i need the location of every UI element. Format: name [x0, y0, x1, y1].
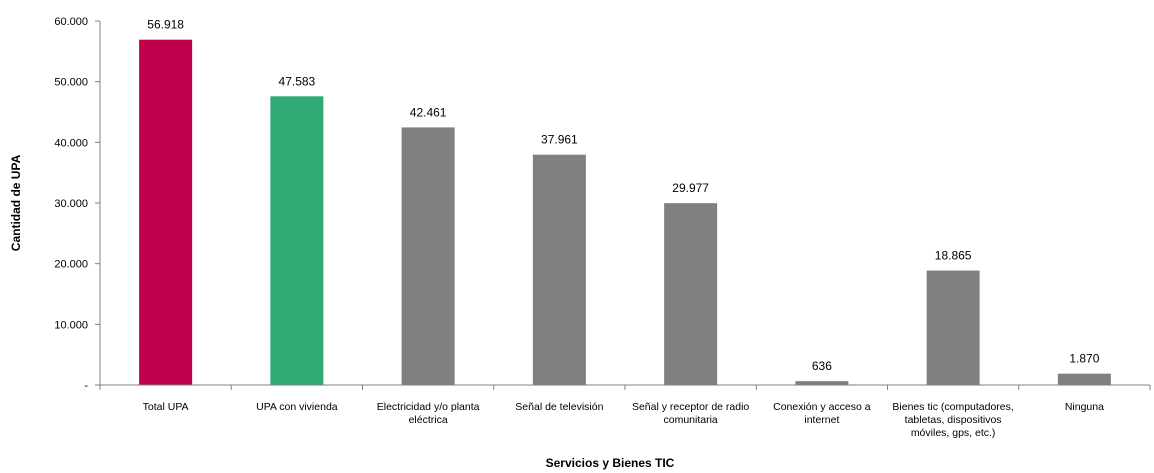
data-label: 18.865 [935, 249, 972, 263]
x-axis-category-labels: Total UPA UPA con vivienda Electricidad y/… [143, 401, 1104, 439]
x-tick-label: Total UPA [143, 401, 189, 413]
y-tick-label: 50.000 [54, 77, 88, 89]
data-label: 37.961 [541, 133, 578, 147]
x-axis-title: Servicios y Bienes TIC [546, 456, 675, 470]
data-label: 42.461 [410, 105, 447, 119]
x-tick-label: Señal y receptor de radio comunitaria [632, 401, 749, 426]
x-tick-label: UPA con vivienda [256, 401, 338, 413]
data-label: 56.918 [147, 18, 184, 32]
bars [139, 39, 1111, 386]
bar [926, 270, 980, 385]
y-axis-ticks: - 10.000 20.000 30.000 40.000 50.000 60.000 [54, 16, 1151, 392]
bar [795, 381, 849, 385]
y-tick-label: 20.000 [54, 259, 88, 271]
data-label: 47.583 [279, 74, 316, 88]
x-tick-label: Señal de televisión [515, 401, 603, 413]
bar [139, 39, 193, 385]
data-labels: 56.918 47.583 42.461 37.961 29.977 636 18.865 1… [147, 18, 1099, 373]
data-label: 1.870 [1069, 352, 1099, 366]
y-tick-label: 60.000 [54, 16, 88, 28]
y-tick-label: 40.000 [54, 137, 88, 149]
y-tick-label: 30.000 [54, 198, 88, 210]
bar [401, 127, 455, 386]
bar [270, 96, 324, 385]
data-label: 29.977 [672, 181, 709, 195]
data-label: 636 [812, 359, 832, 373]
x-tick-label: Electricidad y/o planta eléctrica [377, 401, 480, 426]
bar [664, 203, 718, 385]
x-tick-label: Bienes tic (computadores, tabletas, dispo… [892, 401, 1013, 439]
x-tick-label: Conexión y acceso a internet [773, 401, 871, 426]
bar [1057, 373, 1111, 385]
bar [532, 154, 586, 385]
x-tick-label: Ninguna [1065, 401, 1104, 413]
y-axis-title: Cantidad de UPA [9, 154, 23, 251]
y-tick-label: - [84, 380, 88, 392]
y-tick-label: 10.000 [54, 319, 88, 331]
